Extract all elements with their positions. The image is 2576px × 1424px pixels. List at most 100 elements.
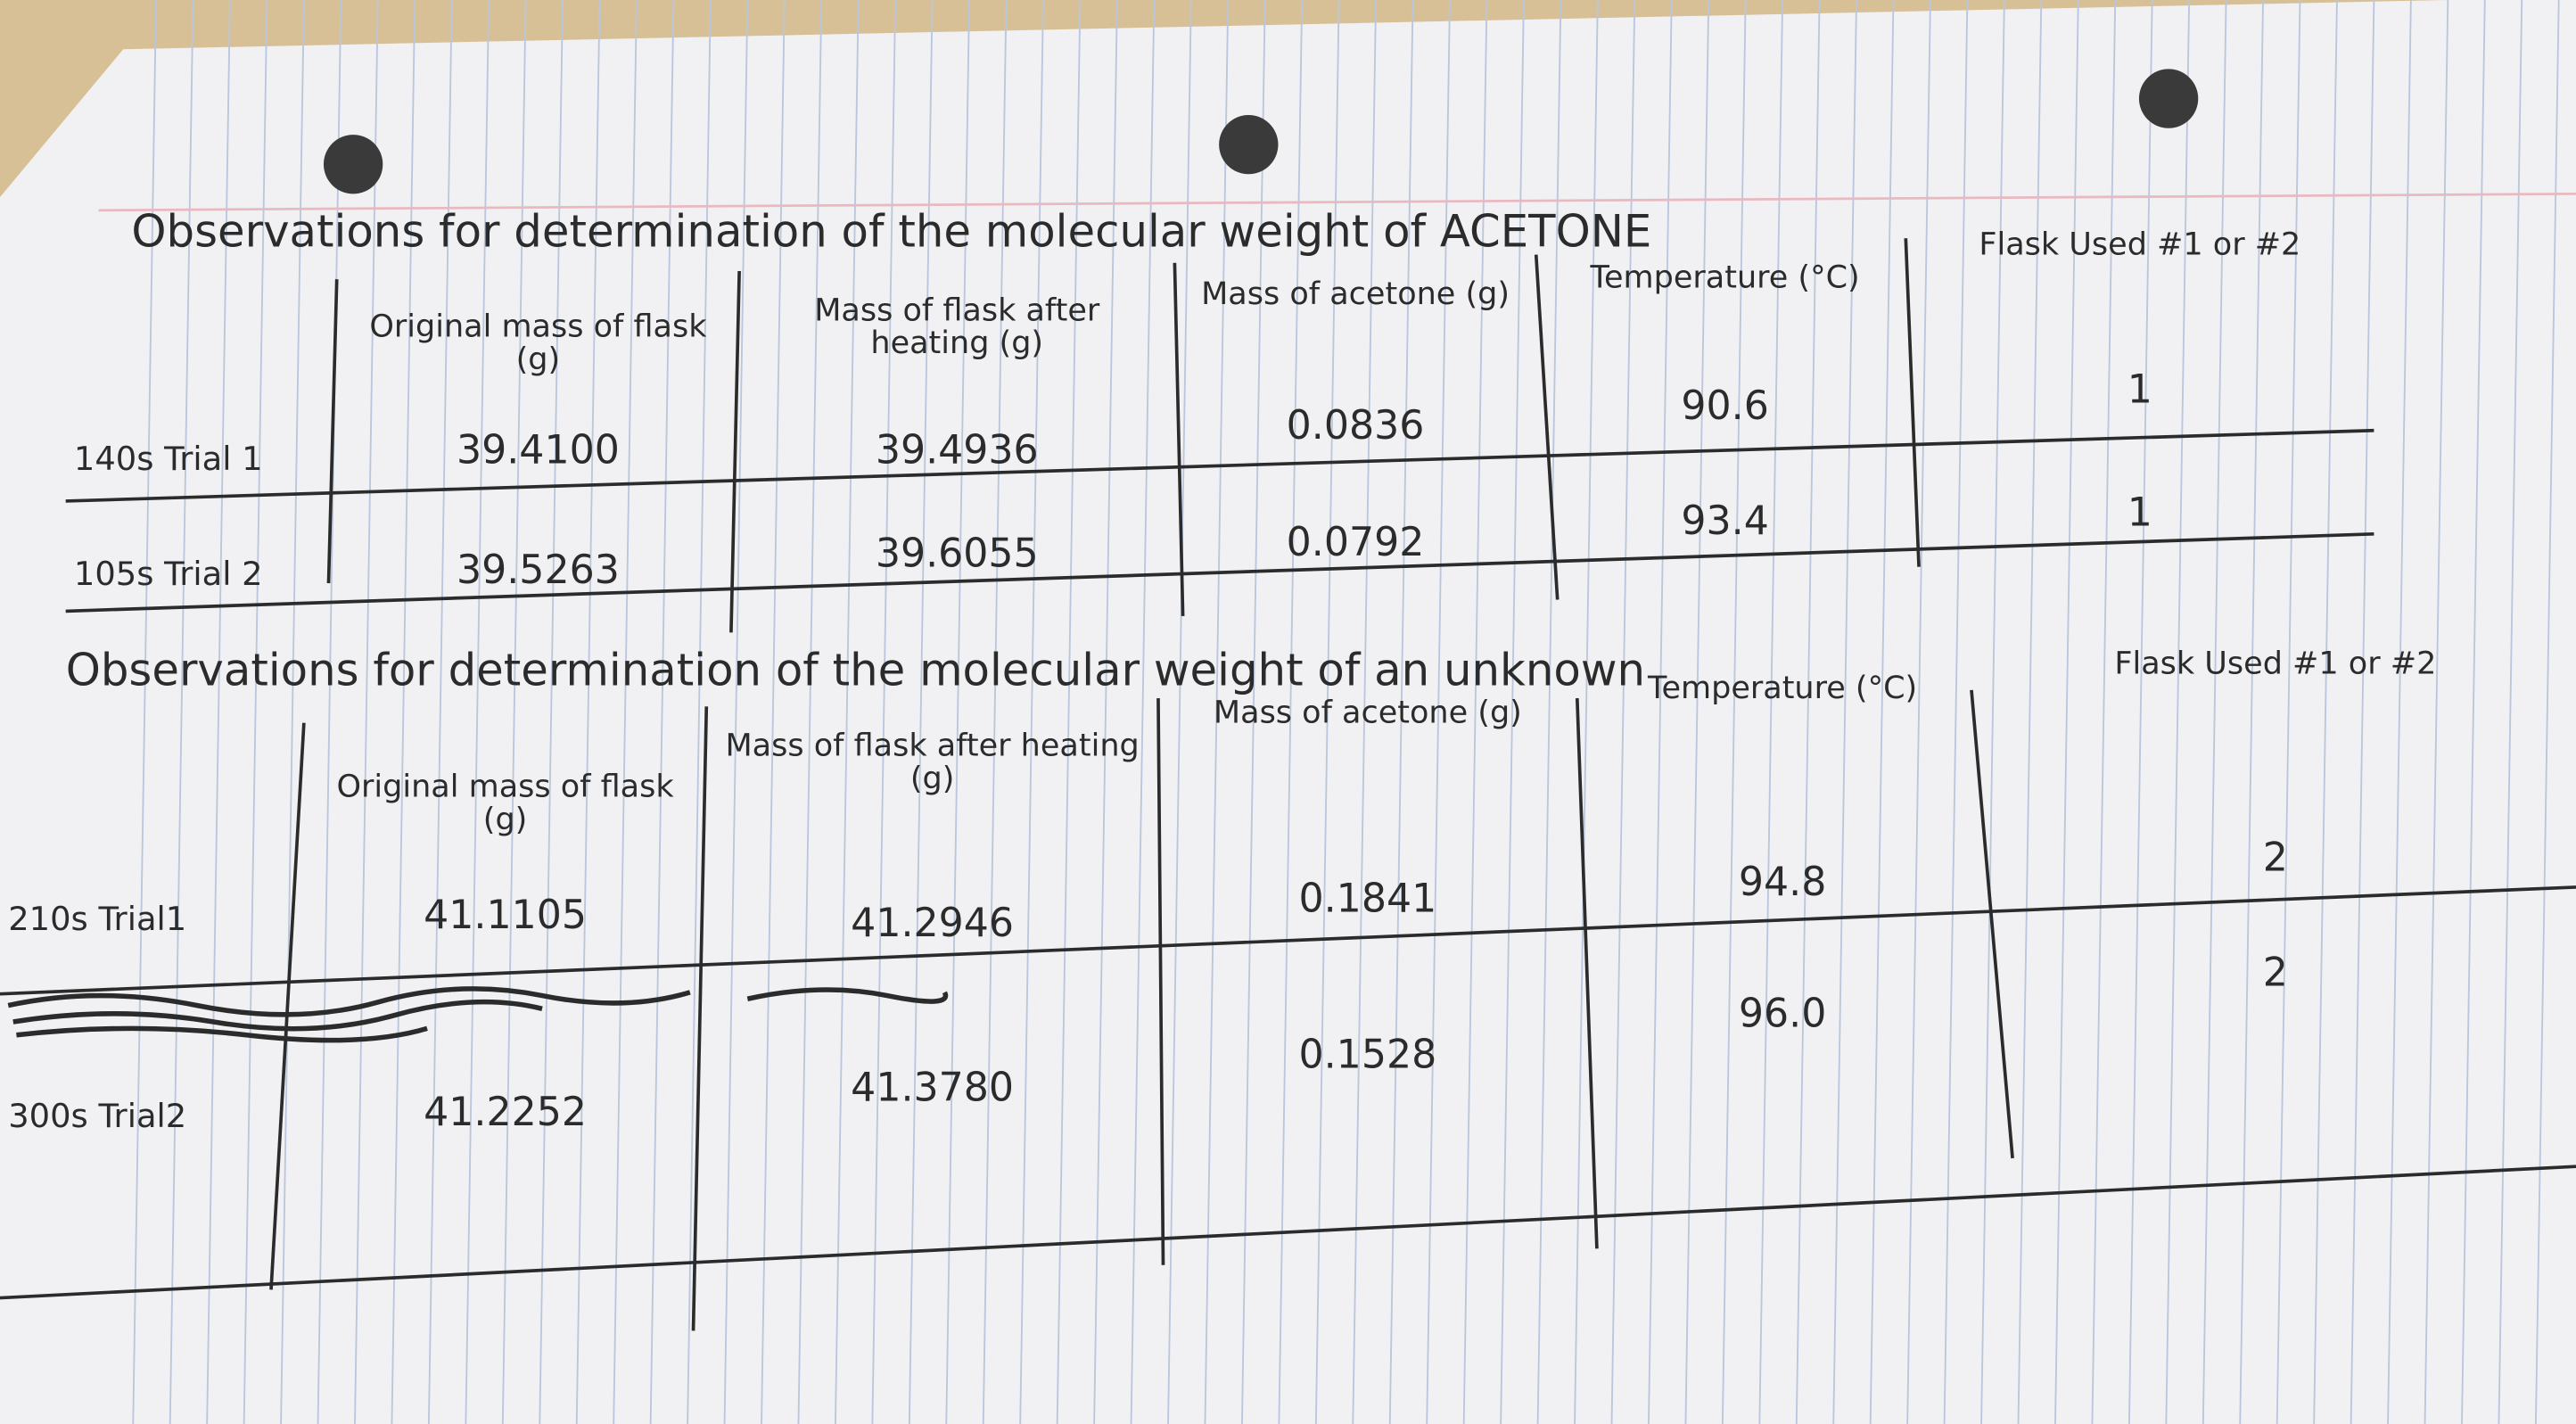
cell-value: 1 (2127, 490, 2152, 536)
cell-value: 96.0 (1738, 991, 1827, 1037)
ruled-line (2017, 0, 2043, 1424)
ruled-line (427, 0, 453, 1424)
cell-value: 0.1528 (1298, 1032, 1437, 1078)
ruled-line (132, 0, 157, 1424)
ruled-line (1426, 0, 1451, 1424)
ruled-line (1167, 0, 1192, 1424)
column-header: Original mass of flask (g) (369, 309, 707, 378)
ruled-line (982, 0, 1008, 1424)
column-header: Mass of flask after heating (g) (814, 292, 1100, 362)
cell-value: 90.6 (1681, 383, 1769, 429)
ruled-line (2054, 0, 2079, 1424)
ruled-line (1832, 0, 1857, 1424)
ruled-line (1352, 0, 1378, 1424)
ruled-line (797, 0, 823, 1424)
ruled-line (649, 0, 675, 1424)
ruled-line (1980, 0, 2005, 1424)
ruled-line (2127, 0, 2153, 1424)
cell-value: 41.2252 (424, 1089, 588, 1136)
ruled-line (1056, 0, 1082, 1424)
punch-hole (323, 135, 383, 194)
ruled-line (391, 0, 416, 1424)
ruled-line (1388, 0, 1414, 1424)
cell-value: 0.0836 (1286, 402, 1425, 449)
ruled-line (613, 0, 638, 1424)
ruled-line (2498, 0, 2523, 1424)
ruled-line (501, 0, 527, 1424)
ruled-line (1758, 0, 1784, 1424)
ruled-line (1648, 0, 1673, 1424)
ruled-line (243, 0, 268, 1424)
cell-value: 39.4936 (875, 427, 1039, 473)
ruled-line (2424, 0, 2449, 1424)
crossed-out-row (7, 986, 949, 1043)
ruled-line (761, 0, 786, 1424)
ruled-line (1093, 0, 1118, 1424)
ruled-line (2534, 0, 2560, 1424)
margin-line (98, 193, 2576, 212)
punch-hole (1219, 114, 1279, 175)
ruled-line (945, 0, 970, 1424)
ruled-line (1462, 0, 1488, 1424)
punch-hole (2138, 69, 2199, 128)
ruled-line (2461, 0, 2486, 1424)
ruled-line (1574, 0, 1599, 1424)
ruled-lines (132, 0, 2560, 1424)
ruled-line (1314, 0, 1340, 1424)
cell-value: 2 (2262, 834, 2288, 881)
ruled-line (1278, 0, 1304, 1424)
cell-value: 39.5263 (456, 547, 620, 594)
cell-value: 41.3780 (851, 1064, 1015, 1111)
cell-value: 0.1841 (1298, 876, 1437, 922)
ruled-line (465, 0, 490, 1424)
column-header: Mass of acetone (g) (1201, 276, 1510, 313)
ruled-line (1019, 0, 1044, 1424)
ruled-line (1721, 0, 1747, 1424)
table-lines (0, 238, 2576, 1331)
ruled-line (2239, 0, 2264, 1424)
cell-value: 39.6055 (875, 531, 1039, 577)
ruled-line (169, 0, 194, 1424)
cell-value: 41.1105 (424, 892, 588, 939)
cell-value: 41.2946 (851, 900, 1015, 947)
column-header: Flask Used #1 or #2 (1979, 226, 2301, 263)
ruled-line (2091, 0, 2117, 1424)
ruled-line (2387, 0, 2412, 1424)
ruled-line (2202, 0, 2227, 1424)
cell-value: 0.0792 (1286, 519, 1425, 565)
ruled-line (1241, 0, 1266, 1424)
cell-value: 1 (2127, 366, 2152, 413)
ruled-line (1610, 0, 1636, 1424)
ruled-line (1130, 0, 1156, 1424)
cell-value: 94.8 (1738, 859, 1827, 906)
cell-value: 39.4100 (456, 427, 620, 473)
ruled-line (1684, 0, 1710, 1424)
ruled-line (1795, 0, 1821, 1424)
ruled-line (1536, 0, 1562, 1424)
cell-value: 93.4 (1681, 498, 1769, 544)
ruled-line (1869, 0, 1895, 1424)
ruled-line (1906, 0, 1931, 1424)
table-title: Observations for determination of the mo… (65, 646, 1646, 697)
ruled-line (2350, 0, 2375, 1424)
ruled-line (723, 0, 749, 1424)
row-label: 210s Trial1 (8, 898, 187, 939)
row-label: 140s Trial 1 (73, 438, 263, 479)
ruled-line (2313, 0, 2338, 1424)
row-label: 105s Trial 2 (73, 553, 263, 594)
ruled-line (687, 0, 712, 1424)
ruled-line (871, 0, 897, 1424)
column-header: Flask Used #1 or #2 (2114, 646, 2437, 682)
ruled-line (280, 0, 305, 1424)
ruled-line (908, 0, 934, 1424)
column-header: Temperature (°C) (1648, 670, 1918, 707)
ruled-line (206, 0, 231, 1424)
ruled-line (575, 0, 601, 1424)
ruled-line (354, 0, 379, 1424)
column-header: Mass of acetone (g) (1213, 695, 1522, 731)
column-header: Original mass of flask (g) (336, 769, 674, 838)
